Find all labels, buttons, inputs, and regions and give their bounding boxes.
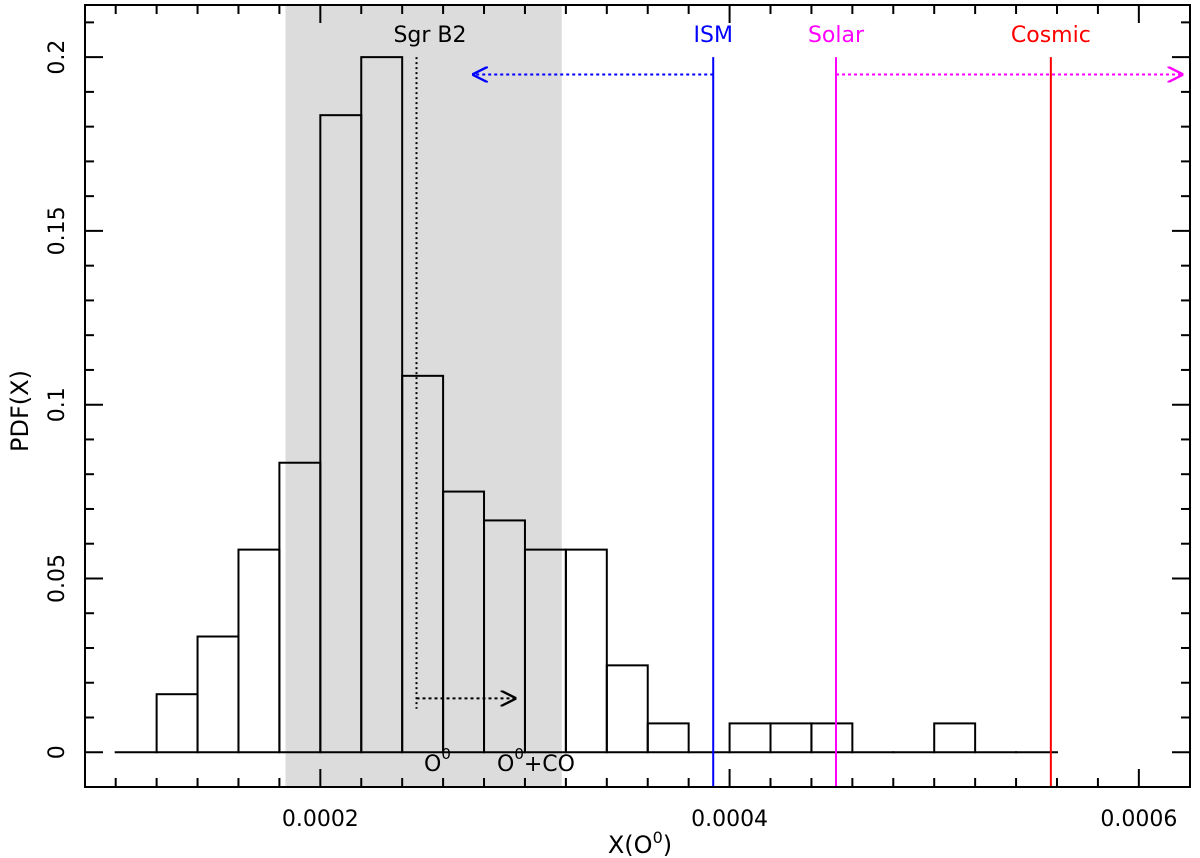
o0-annotation-sup: 0 [441, 745, 451, 763]
y-tick-label: 0.15 [45, 206, 70, 255]
o0-plus-co-annotation-rest: +CO [524, 752, 575, 777]
histogram-bar [605, 664, 649, 754]
y-axis-title: PDF(X) [6, 370, 34, 452]
histogram-bar [196, 635, 240, 754]
histogram-bar [769, 722, 813, 754]
x-tick-label: 0.0006 [1100, 807, 1177, 832]
y-tick-label: 0.1 [45, 387, 70, 422]
x-tick-label: 0.0002 [282, 807, 359, 832]
y-tick-label: 0 [45, 745, 70, 759]
histogram-bar [728, 722, 772, 754]
plot-frame [84, 4, 1191, 788]
o0-plus-co-annotation-main: O [497, 752, 514, 777]
histogram-bar [237, 548, 281, 754]
o0-annotation: O0 [424, 745, 451, 777]
x-axis-title-main: X(O [608, 831, 653, 858]
histogram-bar [564, 548, 608, 754]
histogram-bar [646, 722, 690, 754]
y-tick-label: 0.2 [45, 40, 70, 75]
sgr-b2-shaded-region [285, 5, 562, 787]
ism-label: ISM [693, 23, 732, 48]
x-axis-title-sup: 0 [653, 828, 663, 847]
x-axis-title-close: ) [663, 831, 672, 858]
cosmic-label: Cosmic [1011, 23, 1091, 48]
histogram-bar [155, 693, 199, 754]
o0-plus-co-annotation-sup: 0 [514, 745, 524, 763]
x-tick-label: 0.0004 [691, 807, 768, 832]
sgr-b2-label: Sgr B2 [393, 23, 466, 48]
y-tick-label: 0.05 [45, 554, 70, 603]
histogram-bar [810, 722, 854, 754]
x-axis-title: X(O0) [608, 828, 672, 858]
o0-plus-co-annotation: O0+CO [497, 745, 575, 777]
solar-label: Solar [808, 23, 865, 48]
o0-annotation-main: O [424, 752, 441, 777]
histogram-bar [933, 722, 977, 754]
